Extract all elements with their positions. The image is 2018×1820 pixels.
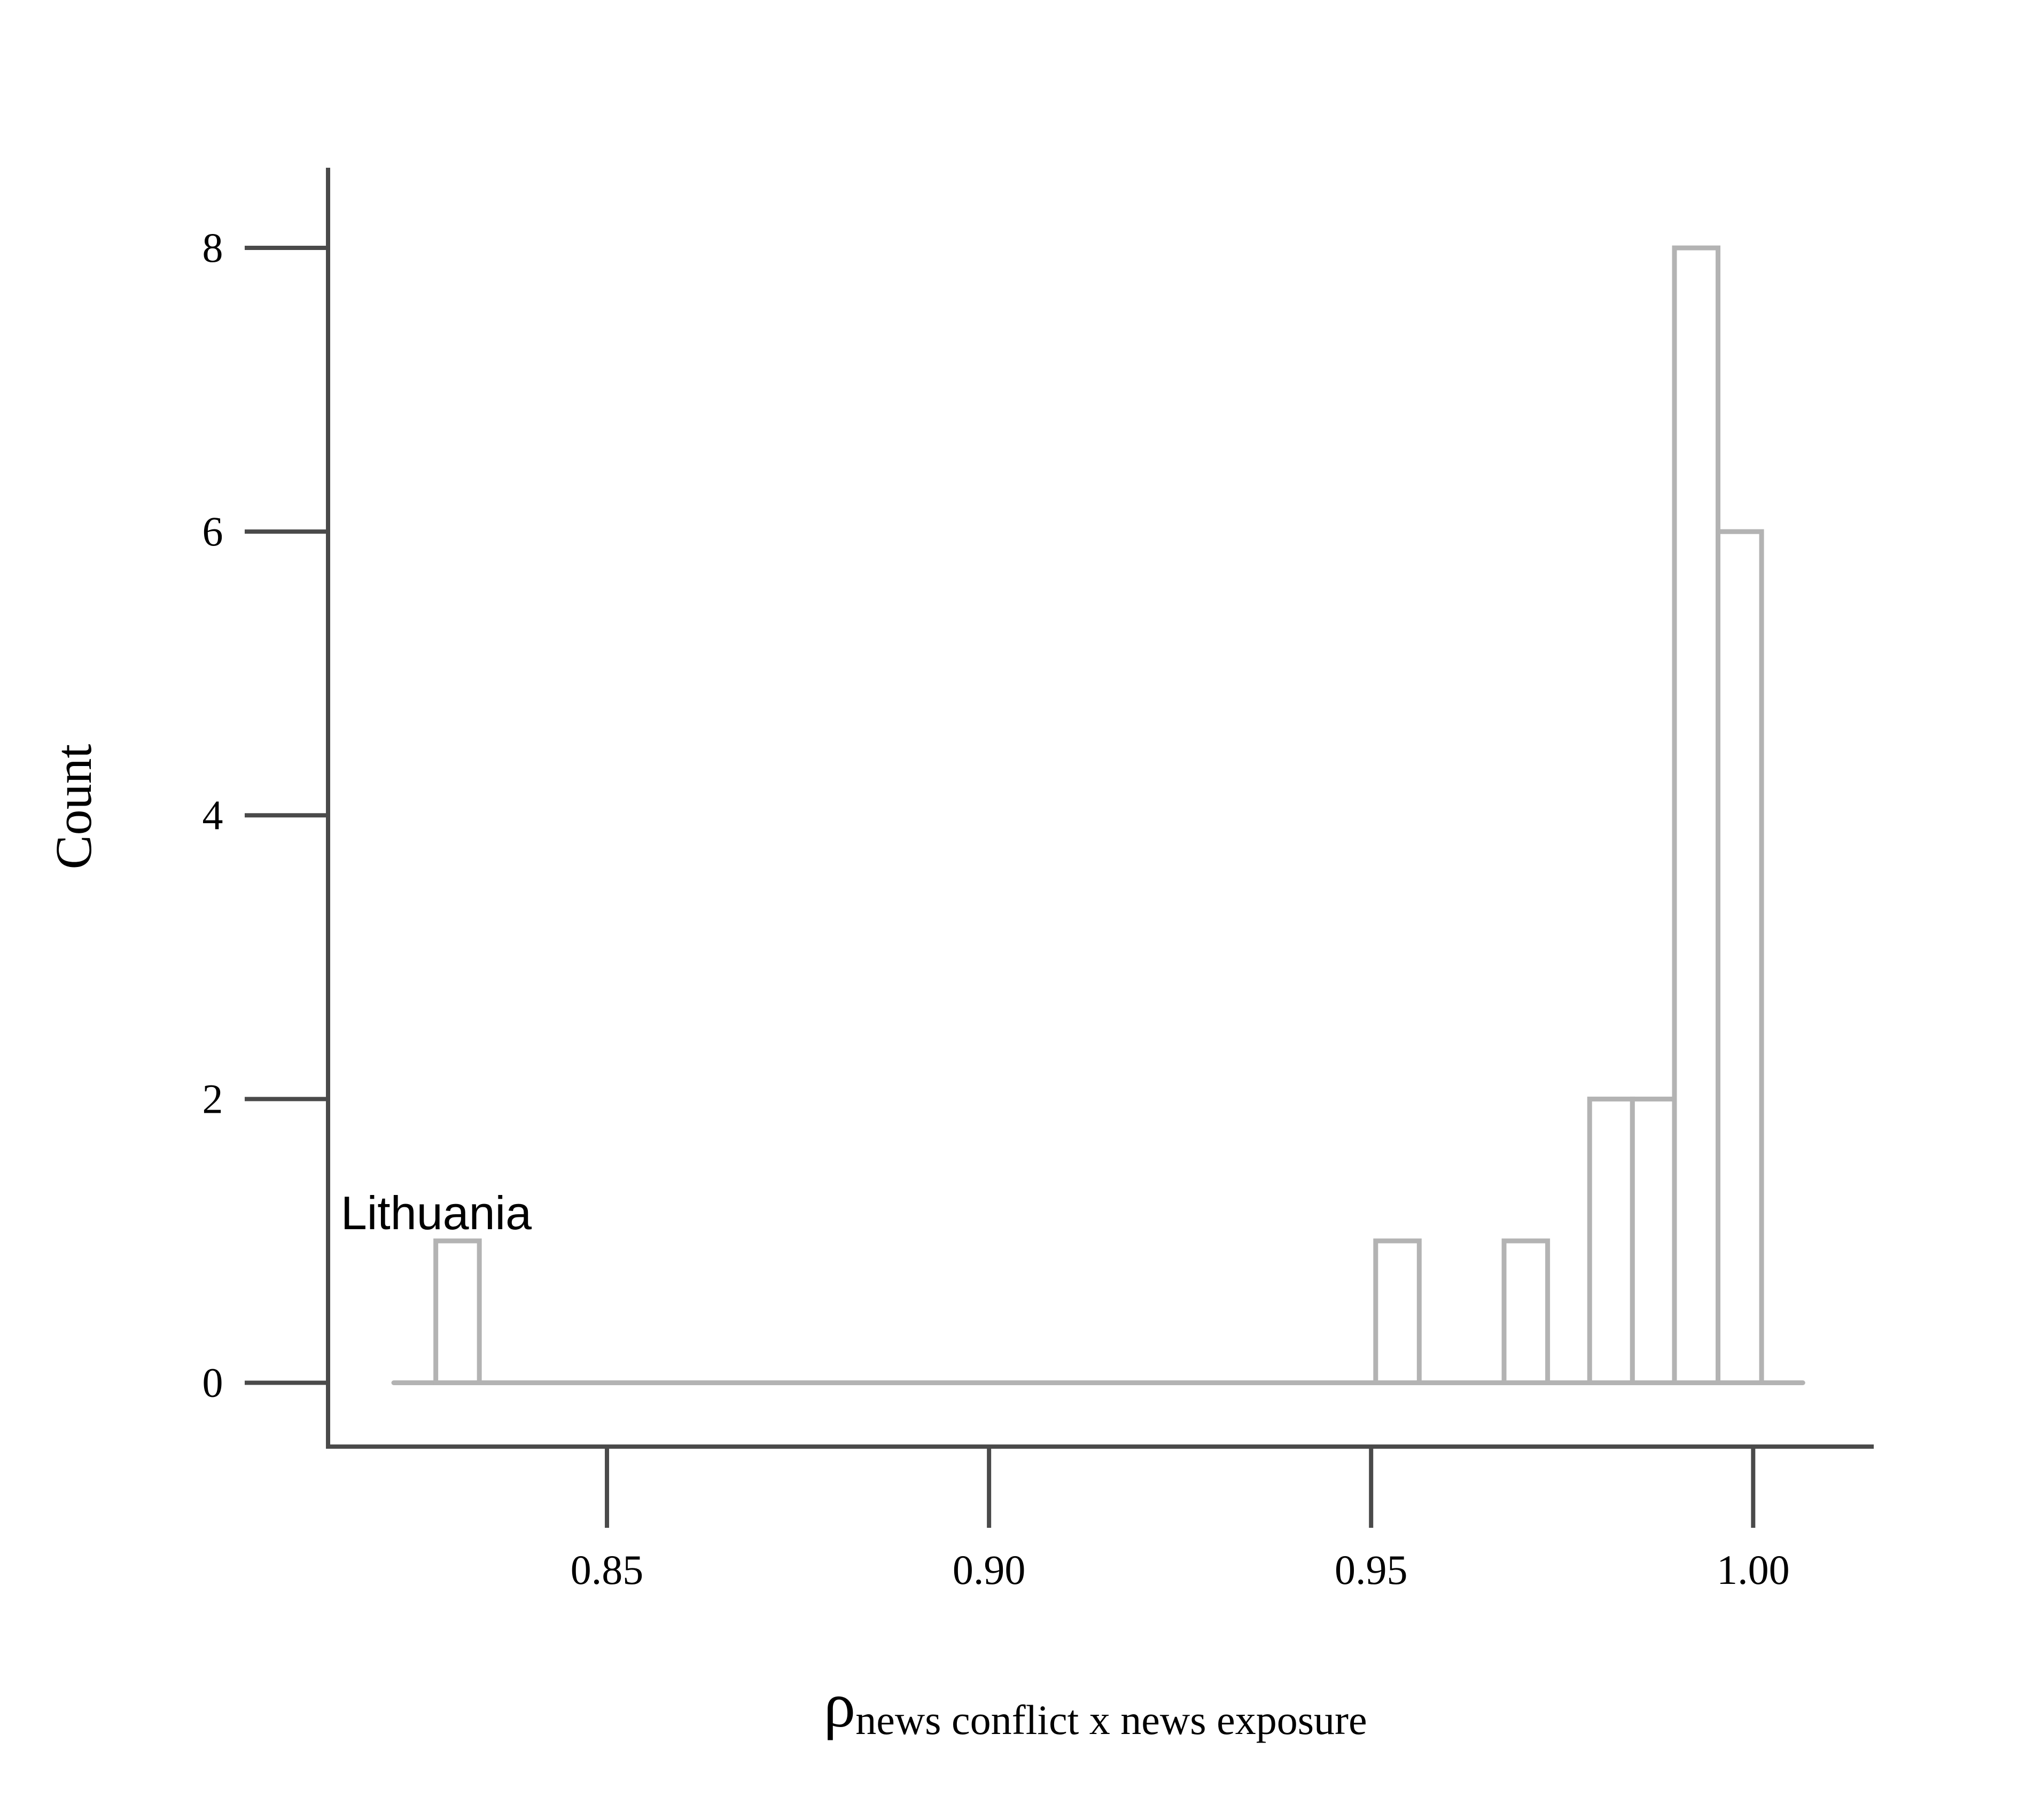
annotations: Lithuania: [341, 1186, 532, 1239]
histogram-bar-3: [1587, 1096, 1635, 1385]
x-axis-label-symbol: ρ: [823, 1669, 855, 1740]
x-axis-label-subscript: news conflict x news exposure: [855, 1697, 1367, 1743]
histogram-bar-4: [1630, 1096, 1677, 1385]
x-tick-label: 0.90: [953, 1546, 1026, 1593]
y-tick-label: 2: [202, 1075, 223, 1122]
histogram-bar-0: [433, 1238, 482, 1385]
annotation-label: Lithuania: [341, 1186, 532, 1239]
histogram-bars: [433, 245, 1764, 1386]
plot-area: Lithuania: [341, 245, 1805, 1386]
y-tick-label: 6: [202, 508, 223, 554]
histogram-bar-5: [1672, 245, 1721, 1385]
histogram-bar-1: [1373, 1238, 1422, 1385]
x-tick-label: 0.85: [571, 1546, 644, 1593]
x-tick-label: 0.95: [1335, 1546, 1408, 1593]
y-tick-label: 8: [202, 224, 223, 271]
histogram-bar-6: [1716, 529, 1764, 1386]
histogram-bar-2: [1501, 1238, 1550, 1385]
x-tick-label: 1.00: [1717, 1546, 1790, 1593]
y-axis-ticks: 0 2 4 6 8: [202, 224, 328, 1406]
y-axis-label: Count: [45, 744, 102, 869]
y-tick-label: 4: [202, 792, 223, 838]
axes: [326, 168, 1874, 1449]
y-tick-label: 0: [202, 1360, 223, 1406]
x-axis-label: ρnews conflict x news exposure: [823, 1669, 1367, 1743]
x-axis-ticks: 0.85 0.90 0.95 1.00: [571, 1447, 1790, 1593]
